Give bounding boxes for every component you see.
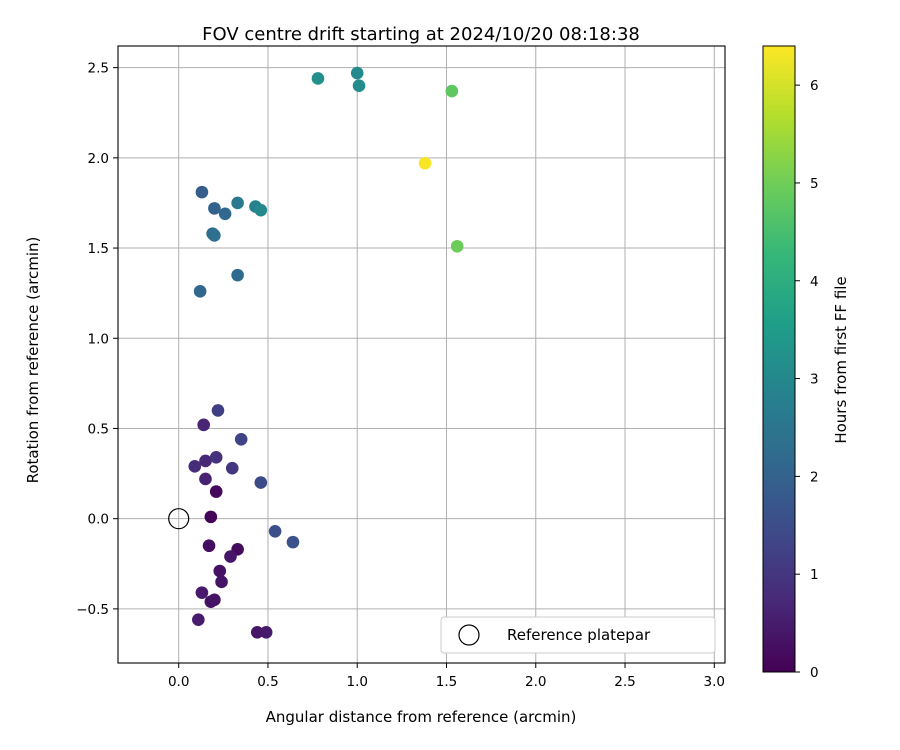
x-tick-label: 1.0 (346, 674, 367, 690)
scatter-point (234, 432, 248, 446)
scatter-point (197, 418, 210, 432)
scatter-point (254, 476, 268, 489)
scatter-points (188, 66, 464, 639)
y-tick-label: 2.5 (88, 61, 109, 77)
scatter-point (195, 185, 209, 199)
scatter-point (311, 72, 325, 85)
y-tick-label: −0.5 (76, 602, 109, 618)
scatter-point (215, 575, 228, 589)
scatter-point (418, 156, 432, 170)
x-tick-label: 0.0 (168, 674, 189, 690)
scatter-point (231, 196, 244, 210)
y-tick-label: 0.5 (88, 421, 109, 437)
scatter-point (352, 79, 366, 92)
scatter-point (250, 626, 264, 639)
grid-lines (118, 46, 725, 663)
x-axis-label: Angular distance from reference (arcmin) (266, 708, 577, 726)
scatter-point (259, 626, 273, 639)
scatter-point (192, 613, 205, 627)
colorbar (762, 45, 796, 673)
y-tick-label: 1.0 (88, 331, 109, 347)
colorbar-tick-label: 6 (810, 78, 819, 94)
y-axis-label: Rotation from reference (arcmin) (24, 237, 42, 484)
chart-title: FOV centre drift starting at 2024/10/20 … (202, 24, 640, 45)
reference-platepar-marker (168, 508, 190, 530)
x-tick-label: 3.0 (704, 674, 725, 690)
scatter-point (225, 461, 239, 475)
scatter-point (199, 454, 212, 468)
legend: Reference platepar (440, 616, 716, 654)
scatter-point (268, 525, 282, 538)
scatter-point (209, 451, 223, 464)
scatter-point (208, 229, 221, 242)
colorbar-tick-label: 0 (810, 665, 819, 681)
plot-frame (117, 45, 726, 664)
scatter-point (224, 550, 237, 563)
y-tick-label: 0.0 (88, 512, 109, 528)
colorbar-tick-label: 2 (810, 469, 819, 485)
reference-layer (168, 508, 190, 530)
x-tick-label: 1.5 (436, 674, 457, 690)
scatter-point (254, 203, 268, 217)
scatter-point (208, 593, 221, 607)
x-axis-ticks: 0.0 0.5 1.0 1.5 2.0 2.5 3.0 (168, 663, 725, 690)
colorbar-ticks: 0 1 2 3 4 5 6 (795, 78, 819, 681)
scatter-point (450, 239, 464, 253)
y-axis-ticks: −0.5 0.0 0.5 1.0 1.5 2.0 2.5 (76, 61, 118, 618)
scatter-point (209, 485, 223, 498)
scatter-point (195, 586, 209, 599)
scatter-point (199, 472, 212, 486)
legend-marker-reference (458, 624, 480, 646)
scatter-point (193, 285, 207, 298)
legend-box (440, 616, 716, 654)
x-tick-label: 2.0 (525, 674, 546, 690)
scatter-point (231, 268, 244, 282)
scatter-point (445, 84, 459, 98)
colorbar-tick-label: 3 (810, 372, 819, 388)
legend-label-reference: Reference platepar (507, 626, 651, 644)
scatter-point (211, 404, 225, 417)
colorbar-tick-label: 4 (810, 274, 819, 290)
y-tick-label: 2.0 (88, 151, 109, 167)
x-tick-label: 0.5 (257, 674, 278, 690)
scatter-point (208, 202, 221, 215)
scatter-point (286, 535, 300, 549)
colorbar-label: Hours from first FF file (832, 276, 850, 443)
scatter-point (350, 66, 364, 80)
colorbar-tick-label: 1 (810, 567, 819, 583)
colorbar-tick-label: 5 (810, 176, 819, 192)
scatter-point (202, 539, 216, 553)
scatter-point (218, 207, 232, 221)
scatter-point (213, 564, 227, 578)
y-tick-label: 1.5 (88, 241, 109, 257)
scatter-point (204, 510, 218, 524)
x-tick-label: 2.5 (614, 674, 635, 690)
scatter-point (188, 460, 202, 473)
